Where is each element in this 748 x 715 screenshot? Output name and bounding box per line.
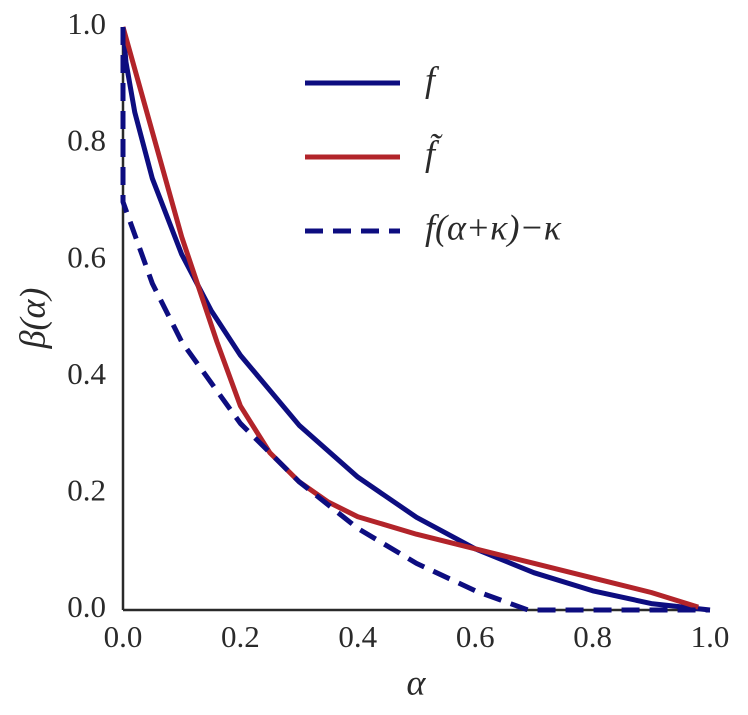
x-axis-label: α <box>407 662 427 702</box>
x-tick-label: 0.0 <box>104 619 143 654</box>
x-tick-label: 0.4 <box>338 619 377 654</box>
x-tick-label: 1.0 <box>691 619 730 654</box>
y-tick-label: 0.8 <box>67 123 106 158</box>
series-line <box>120 26 700 610</box>
y-tick-label: 0.0 <box>67 589 106 624</box>
x-tick-label: 0.6 <box>456 619 495 654</box>
y-tick-label: 0.6 <box>67 239 106 274</box>
x-tick-label: 0.2 <box>221 619 260 654</box>
y-tick-label: 0.4 <box>67 356 106 391</box>
legend-text: f(α+κ)−κ <box>425 207 562 247</box>
legend-text: f <box>425 59 440 99</box>
series-line <box>120 26 711 613</box>
legend-text: f̃ <box>425 133 443 174</box>
y-tick-label: 1.0 <box>67 6 106 41</box>
y-axis-label: β(α) <box>12 288 52 350</box>
y-tick-label: 0.2 <box>67 473 106 508</box>
x-tick-label: 0.8 <box>573 619 612 654</box>
